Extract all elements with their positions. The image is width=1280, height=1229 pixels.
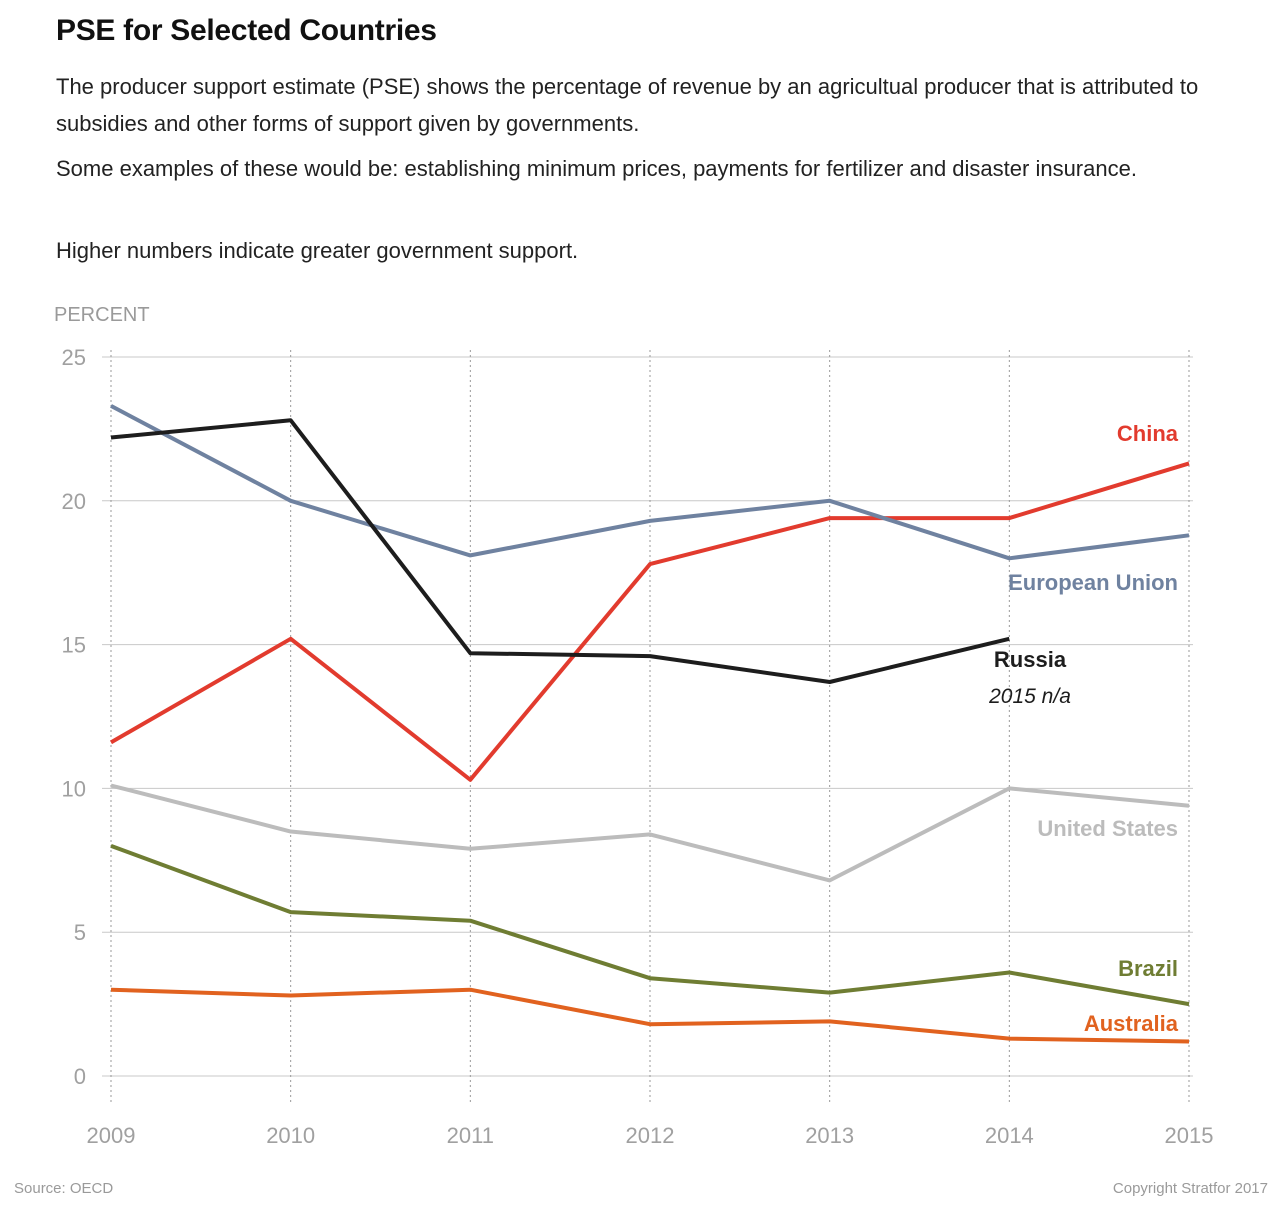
- series-line-china: [110, 461, 1190, 782]
- series-note: 2015 n/a: [988, 685, 1071, 708]
- chart-title: PSE for Selected Countries: [56, 14, 437, 47]
- series-label-australia: Australia: [1084, 1011, 1179, 1036]
- y-tick-label: 20: [62, 489, 86, 514]
- series-label-united-states: United States: [1037, 816, 1178, 841]
- x-tick-label: 2011: [447, 1123, 494, 1148]
- y-tick-label: 10: [62, 776, 86, 801]
- x-tick-label: 2009: [87, 1123, 136, 1148]
- grid-lines: [102, 350, 1193, 1104]
- series-line-australia: [110, 987, 1190, 1044]
- series-label-china: China: [1117, 421, 1179, 446]
- series-lines: [110, 404, 1190, 1044]
- line-chart: 0 5 10 15 20 25 2009 2010 2011 2012 2013 2014 2015 P…: [54, 304, 1214, 1148]
- y-tick-label: 15: [62, 633, 86, 658]
- x-tick-label: 2010: [266, 1123, 315, 1148]
- source-note: Source: OECD: [14, 1180, 114, 1197]
- series-label-european-union: European Union: [1008, 570, 1178, 595]
- description-paragraph: The producer support estimate (PSE) show…: [56, 74, 1199, 136]
- series-line-united-states: [110, 783, 1190, 883]
- y-tick-label: 5: [74, 920, 86, 945]
- x-tick-label: 2014: [985, 1123, 1034, 1148]
- series-labels: China European Union Russia 2015 n/a United …: [988, 421, 1179, 1036]
- axis-ticks: 0 5 10 15 20 25 2009 2010 2011 2012 2013 2014 2015: [62, 345, 1214, 1148]
- series-line-brazil: [110, 844, 1190, 1007]
- series-line-russia: [110, 418, 1010, 684]
- description-paragraph: Some examples of these would be: establi…: [56, 156, 1137, 181]
- x-tick-label: 2015: [1165, 1123, 1214, 1148]
- series-label-brazil: Brazil: [1118, 956, 1178, 981]
- x-tick-label: 2012: [626, 1123, 675, 1148]
- series-line-european-union: [110, 404, 1190, 561]
- copyright-note: Copyright Stratfor 2017: [1112, 1180, 1268, 1197]
- x-tick-label: 2013: [805, 1123, 854, 1148]
- y-tick-label: 25: [62, 345, 86, 370]
- description-paragraph: Higher numbers indicate greater governme…: [56, 238, 579, 263]
- y-tick-label: 0: [74, 1064, 86, 1089]
- y-axis-label: PERCENT: [54, 304, 150, 326]
- series-label-russia: Russia: [994, 647, 1067, 672]
